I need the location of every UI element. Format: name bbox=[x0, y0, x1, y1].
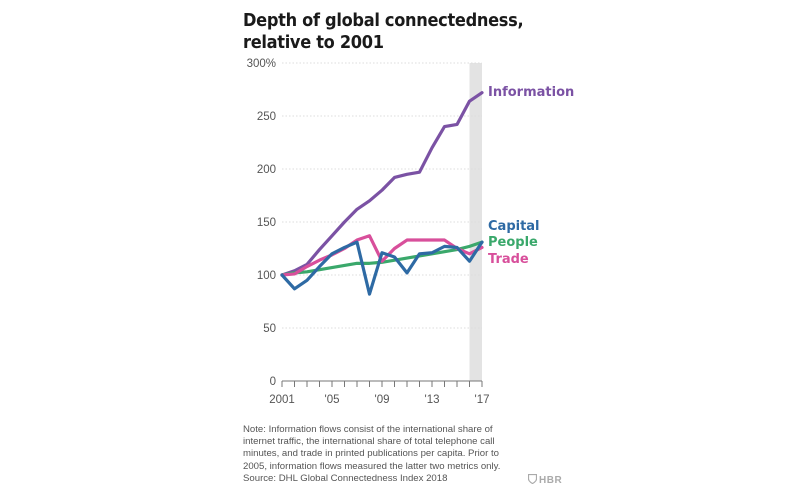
brand-text: HBR bbox=[539, 475, 563, 486]
shield-icon bbox=[528, 474, 537, 484]
series-label-people: People bbox=[488, 235, 538, 250]
x-tick-label: '13 bbox=[425, 394, 440, 406]
hbr-logo: HBR bbox=[528, 474, 562, 486]
y-tick-label: 0 bbox=[270, 376, 276, 388]
chart-note: Note: Information flows consist of the i… bbox=[243, 424, 533, 485]
series-label-information: Information bbox=[488, 85, 574, 100]
x-tick-label: '17 bbox=[475, 394, 490, 406]
series-line-trade bbox=[280, 234, 484, 277]
title-line-1: Depth of global connectedness, bbox=[243, 10, 524, 31]
title-line-2: relative to 2001 bbox=[243, 32, 384, 53]
y-tick-label: 50 bbox=[263, 323, 276, 335]
chart-title: Depth of global connectedness, relative … bbox=[243, 10, 543, 54]
series-line-information bbox=[280, 91, 484, 277]
series-label-trade: Trade bbox=[488, 252, 529, 267]
x-tick-label: 2001 bbox=[269, 394, 295, 406]
series-label-capital: Capital bbox=[488, 219, 540, 234]
note-line: minutes, and trade in printed publicatio… bbox=[243, 448, 499, 460]
y-tick-label: 250 bbox=[257, 111, 276, 123]
x-tick-label: '09 bbox=[375, 394, 390, 406]
series-line-capital bbox=[280, 240, 484, 296]
y-tick-label: 200 bbox=[257, 164, 276, 176]
note-line: 2005, information flows measured the lat… bbox=[243, 460, 501, 472]
x-tick-label: '05 bbox=[325, 394, 340, 406]
y-tick-label: 100 bbox=[257, 270, 276, 282]
y-tick-label: 150 bbox=[257, 217, 276, 229]
y-tick-label: 300% bbox=[247, 58, 276, 70]
source-line: Source: DHL Global Connectedness Index 2… bbox=[243, 472, 448, 484]
note-line: Note: Information flows consist of the i… bbox=[243, 424, 493, 435]
note-line: internet traffic, the international shar… bbox=[243, 436, 495, 448]
